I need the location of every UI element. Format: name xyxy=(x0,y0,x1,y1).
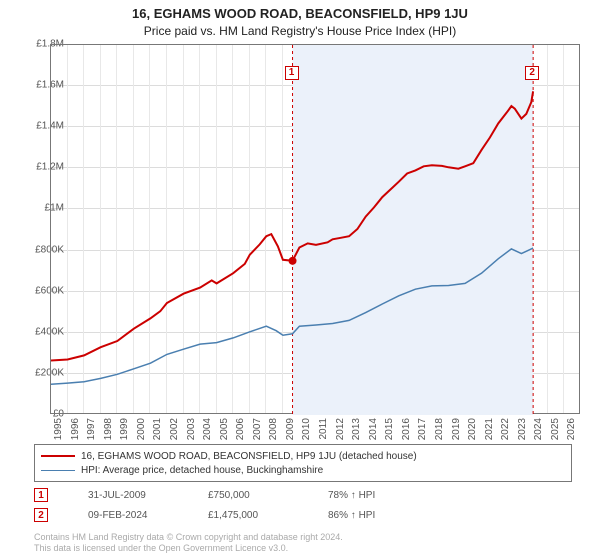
x-tick-label: 2013 xyxy=(351,418,362,440)
x-tick-label: 2006 xyxy=(235,418,246,440)
legend-label-2: HPI: Average price, detached house, Buck… xyxy=(81,465,323,476)
x-tick-label: 2020 xyxy=(467,418,478,440)
x-tick-label: 2002 xyxy=(169,418,180,440)
x-tick-label: 2021 xyxy=(484,418,495,440)
x-tick-label: 2019 xyxy=(451,418,462,440)
x-tick-label: 2007 xyxy=(252,418,263,440)
transaction-pct-2: 86% ↑ HPI xyxy=(328,510,375,521)
transaction-price-1: £750,000 xyxy=(208,490,288,501)
x-tick-label: 2014 xyxy=(368,418,379,440)
x-tick-label: 2023 xyxy=(517,418,528,440)
x-tick-label: 2009 xyxy=(285,418,296,440)
transaction-date-2: 09-FEB-2024 xyxy=(88,510,168,521)
legend-label-1: 16, EGHAMS WOOD ROAD, BEACONSFIELD, HP9 … xyxy=(81,451,417,462)
x-tick-label: 2025 xyxy=(550,418,561,440)
x-tick-label: 2005 xyxy=(219,418,230,440)
event-marker-2: 2 xyxy=(525,66,539,80)
x-tick-label: 2001 xyxy=(152,418,163,440)
x-tick-label: 1995 xyxy=(53,418,64,440)
x-tick-label: 2024 xyxy=(533,418,544,440)
x-tick-label: 2011 xyxy=(318,418,329,440)
footer-line-1: Contains HM Land Registry data © Crown c… xyxy=(34,532,343,543)
transaction-marker-2: 2 xyxy=(34,508,48,522)
legend-item-2: HPI: Average price, detached house, Buck… xyxy=(41,463,565,477)
event-marker-1: 1 xyxy=(285,66,299,80)
plot-area xyxy=(50,44,580,414)
x-tick-label: 2016 xyxy=(401,418,412,440)
x-tick-label: 1998 xyxy=(103,418,114,440)
x-tick-label: 2004 xyxy=(202,418,213,440)
chart-title: 16, EGHAMS WOOD ROAD, BEACONSFIELD, HP9 … xyxy=(0,6,600,21)
legend-swatch-2 xyxy=(41,470,75,471)
x-tick-label: 2026 xyxy=(566,418,577,440)
legend-box: 16, EGHAMS WOOD ROAD, BEACONSFIELD, HP9 … xyxy=(34,444,572,482)
transaction-row-2: 2 09-FEB-2024 £1,475,000 86% ↑ HPI xyxy=(34,508,375,522)
x-tick-label: 2022 xyxy=(500,418,511,440)
transaction-marker-1: 1 xyxy=(34,488,48,502)
footer-text: Contains HM Land Registry data © Crown c… xyxy=(34,532,343,555)
x-tick-label: 2012 xyxy=(335,418,346,440)
chart-subtitle: Price paid vs. HM Land Registry's House … xyxy=(0,24,600,38)
transaction-date-1: 31-JUL-2009 xyxy=(88,490,168,501)
transaction-pct-1: 78% ↑ HPI xyxy=(328,490,375,501)
x-tick-label: 1997 xyxy=(86,418,97,440)
footer-line-2: This data is licensed under the Open Gov… xyxy=(34,543,343,554)
x-tick-label: 2003 xyxy=(186,418,197,440)
x-tick-label: 2000 xyxy=(136,418,147,440)
chart-container: 16, EGHAMS WOOD ROAD, BEACONSFIELD, HP9 … xyxy=(0,0,600,560)
x-tick-label: 2018 xyxy=(434,418,445,440)
x-tick-label: 2017 xyxy=(417,418,428,440)
x-tick-label: 2015 xyxy=(384,418,395,440)
x-tick-label: 1996 xyxy=(70,418,81,440)
x-tick-label: 2008 xyxy=(268,418,279,440)
transaction-row-1: 1 31-JUL-2009 £750,000 78% ↑ HPI xyxy=(34,488,375,502)
legend-item-1: 16, EGHAMS WOOD ROAD, BEACONSFIELD, HP9 … xyxy=(41,449,565,463)
transaction-price-2: £1,475,000 xyxy=(208,510,288,521)
x-tick-label: 2010 xyxy=(301,418,312,440)
legend-swatch-1 xyxy=(41,455,75,457)
chart-svg xyxy=(51,45,581,415)
x-tick-label: 1999 xyxy=(119,418,130,440)
